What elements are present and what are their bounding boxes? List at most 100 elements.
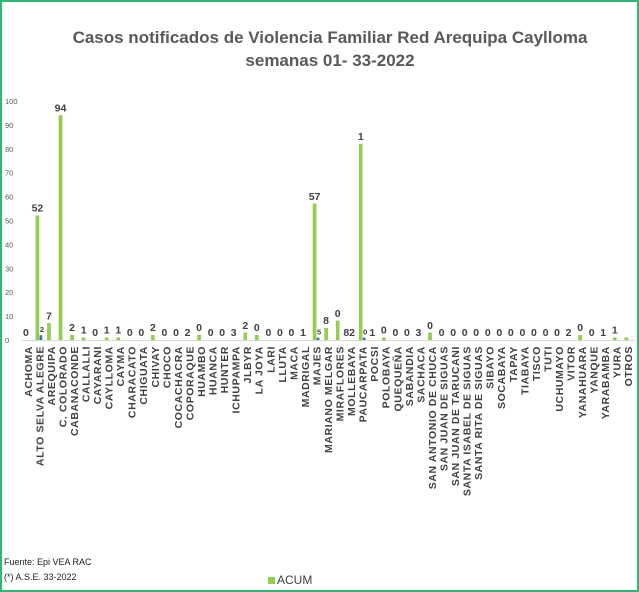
x-tick-label: SAN ANTONIO DE CHUCA xyxy=(427,346,439,489)
data-label: 1 xyxy=(600,327,606,339)
legend: ACUM xyxy=(268,573,312,587)
x-tick-label: CAYARANI xyxy=(92,346,104,404)
y-tick-label: 10 xyxy=(5,312,13,321)
data-label: 52 xyxy=(32,203,44,215)
data-label: 0 xyxy=(162,327,168,339)
bar-acum xyxy=(116,337,121,341)
x-tick-label: ACHOMA xyxy=(23,346,35,397)
data-label: 0 xyxy=(508,327,514,339)
x-tick-label: PAUCARPATA xyxy=(358,346,370,422)
data-label: 1 xyxy=(81,325,87,337)
x-tick-label: CABANACONDE xyxy=(69,346,81,436)
y-tick-label: 90 xyxy=(5,121,13,130)
bar-acum xyxy=(81,337,86,341)
data-label: 3 xyxy=(416,327,422,339)
x-tick-label: SABANDIA xyxy=(404,346,416,406)
bar-acum xyxy=(243,332,248,341)
y-tick-label: 40 xyxy=(5,240,13,249)
data-label: 2 xyxy=(150,322,156,334)
ase-note: (*) A.S.E. 33-2022 xyxy=(4,572,77,582)
data-label: 8 xyxy=(323,315,329,327)
bar-series-2 xyxy=(362,337,366,340)
x-tick-label: VITOR xyxy=(565,346,577,381)
data-label: 1 xyxy=(358,131,364,143)
data-label: 0 xyxy=(543,327,549,339)
x-tick-label: YANAHUARA xyxy=(577,346,589,418)
data-label: 2 xyxy=(40,325,44,334)
data-label: 0 xyxy=(427,320,433,332)
y-tick-label: 20 xyxy=(5,288,13,297)
bar-acum xyxy=(428,332,432,341)
data-label: 0 xyxy=(219,327,225,339)
data-label: 2 xyxy=(242,320,248,332)
x-tick-label: YANQUE xyxy=(589,346,601,394)
x-tick-label: YURA xyxy=(612,346,624,378)
bar-acum xyxy=(70,335,74,341)
x-tick-label: SANTA RITA DE SIGUAS xyxy=(473,346,485,480)
data-label: 0 xyxy=(335,308,341,320)
y-tick-label: 0 xyxy=(5,336,9,345)
data-label: 0 xyxy=(554,327,560,339)
data-label: 94 xyxy=(55,102,67,114)
data-label: 0 xyxy=(23,327,29,339)
x-tick-label: QUEQUEÑA xyxy=(391,346,404,411)
x-tick-label: TAPAY xyxy=(508,346,520,382)
data-label: 0 xyxy=(208,327,214,339)
bar-acum xyxy=(624,337,629,341)
data-label: 0 xyxy=(589,327,595,339)
bar-acum xyxy=(335,320,340,341)
data-label: 0 xyxy=(173,327,179,339)
data-label: 0 xyxy=(473,327,479,339)
x-tick-label: CHIVAY xyxy=(150,346,162,388)
data-label: 0 xyxy=(127,327,133,339)
x-tick-label: TISCO xyxy=(531,346,543,381)
data-label: 0 xyxy=(450,327,456,339)
x-tick-label: SAN JUAN DE SIGUAS xyxy=(438,346,450,471)
x-tick-label: AREQUIPA xyxy=(46,346,58,405)
x-tick-label: MAJES xyxy=(311,346,323,385)
data-label: 2 xyxy=(566,327,572,339)
data-label: 0 xyxy=(519,327,525,339)
chart-title-line: Casos notificados de Violencia Familiar … xyxy=(72,28,588,47)
data-label: 0 xyxy=(392,327,398,339)
data-label: 2 xyxy=(185,327,191,339)
bar-acum xyxy=(578,335,582,341)
data-label: 2 xyxy=(69,322,75,334)
data-label: 1 xyxy=(369,327,375,339)
bar-series-2 xyxy=(39,335,43,340)
x-tick-label: MIRAFLORES xyxy=(335,346,347,421)
x-tick-label: SIBAYO xyxy=(485,346,497,389)
bar-acum xyxy=(255,335,259,341)
x-tick-label: TIABAYA xyxy=(519,346,531,395)
x-tick-label: COCACHACRA xyxy=(173,346,185,428)
x-tick-label: MADRIGAL xyxy=(300,346,312,407)
bar-acum xyxy=(312,203,317,341)
data-label: 0 xyxy=(439,327,445,339)
x-tick-label: ALTO SELVA ALEGRE xyxy=(34,346,46,466)
y-tick-label: 80 xyxy=(5,145,13,154)
data-label: 1 xyxy=(104,325,110,337)
bar-acum xyxy=(104,337,109,341)
bar-acum xyxy=(35,215,40,341)
data-label: 82 xyxy=(343,327,355,339)
x-tick-label: COPORAQUE xyxy=(184,346,196,420)
x-tick-label: ICHUPAMPA xyxy=(231,346,243,413)
data-label: 0 xyxy=(277,327,283,339)
x-tick-label: LA JOYA xyxy=(254,346,266,394)
x-tick-label: POLOBAYA xyxy=(381,346,393,408)
source-note: Fuente: Epi VEA RAC xyxy=(4,557,92,567)
x-tick-label: MOLLEBAYA xyxy=(346,346,358,416)
data-label: 0 xyxy=(138,327,144,339)
data-label: 0 xyxy=(462,327,468,339)
data-label: 0 xyxy=(404,327,410,339)
bar-acum xyxy=(382,337,386,341)
data-label: 0 xyxy=(531,327,537,339)
data-label: 1 xyxy=(612,325,618,337)
data-label: 0 xyxy=(363,328,367,337)
chart-title: Casos notificados de Violencia Familiar … xyxy=(40,26,620,72)
x-tick-label: POCSI xyxy=(369,346,381,382)
x-tick-label: LLUTA xyxy=(277,346,289,383)
x-tick-label: C. COLORADO xyxy=(57,346,69,427)
x-tick-label: SOCABAYA xyxy=(496,346,508,409)
